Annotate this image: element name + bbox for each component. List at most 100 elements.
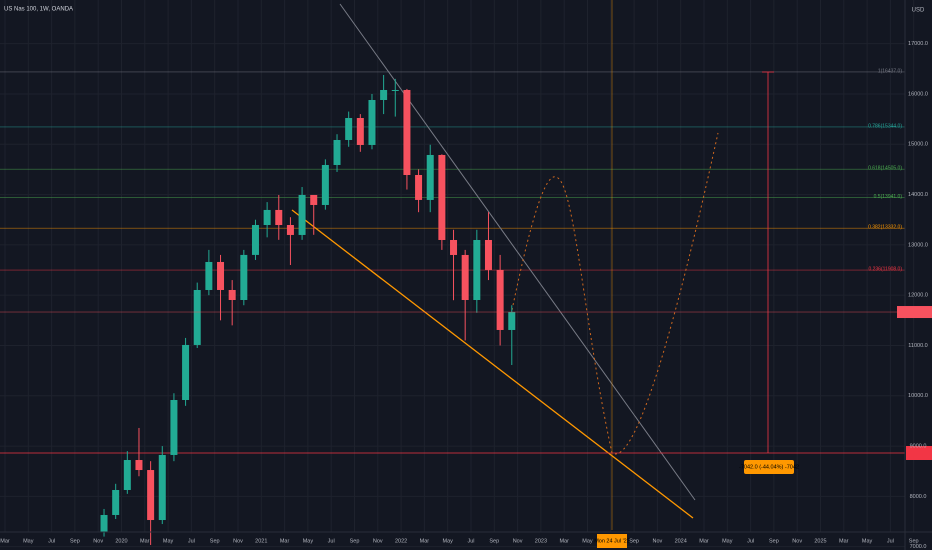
x-tick-label: May — [722, 538, 733, 544]
candle-body — [484, 239, 492, 270]
y-tick-label: 10000.0 — [908, 393, 928, 399]
x-tick-label: Nov — [513, 538, 523, 544]
candle-body — [193, 289, 201, 345]
candle-body — [182, 344, 190, 400]
candle-body — [135, 460, 143, 471]
candle-body — [450, 239, 458, 255]
y-tick-label: 17000.0 — [908, 41, 928, 47]
candle-body — [170, 400, 178, 455]
candle-body — [112, 489, 120, 515]
measure-label: -7042.0 (-44.04%) -7042 — [739, 464, 799, 470]
candle-body — [321, 164, 329, 205]
y-tick-label: 9000.0 — [910, 444, 927, 450]
candle-body — [205, 261, 213, 290]
x-tick-label: Sep — [70, 538, 80, 544]
candle-body — [508, 312, 516, 330]
candle-body — [147, 470, 155, 521]
candle-body — [356, 118, 364, 145]
x-tick-label: Mar — [839, 538, 849, 544]
candle-body — [391, 89, 399, 91]
candle-body — [415, 175, 423, 200]
candle-body — [496, 269, 504, 330]
candle-body — [368, 100, 376, 145]
x-tick-label: 2020 — [115, 538, 127, 544]
y-tick-label: 11000.0 — [908, 343, 927, 349]
fib-label: 0.5(13941.0) — [874, 194, 903, 200]
fib-label: 0.786(15344.0) — [868, 123, 902, 129]
candle-body — [403, 89, 411, 175]
fib-label: 0.236(11908.0) — [868, 266, 902, 272]
x-tick-label: Sep — [769, 538, 779, 544]
x-tick-label: Mar — [140, 538, 150, 544]
candle-body — [240, 254, 248, 300]
x-tick-label: Nov — [233, 538, 243, 544]
currency-label: USD — [912, 8, 925, 14]
y-tick-label: 12000.0 — [908, 293, 928, 299]
candle-body — [333, 139, 341, 165]
x-tick-label: 2024 — [675, 538, 687, 544]
chart-title: US Nas 100, 1W, OANDA — [4, 7, 73, 13]
candle-body — [158, 454, 166, 521]
candle-body — [380, 89, 388, 100]
y-tick-label: 13000.0 — [908, 242, 928, 248]
candle-body — [310, 194, 318, 205]
candle-body — [298, 194, 306, 235]
x-tick-label: 2025 — [814, 538, 826, 544]
fib-label: 0.618(14505.0) — [868, 165, 902, 171]
x-tick-label: May — [862, 538, 873, 544]
cursor-label: Mon 24 Jul '23 — [594, 538, 630, 544]
projection-path — [511, 132, 719, 455]
x-tick-label: May — [443, 538, 454, 544]
y-tick-label: 16000.0 — [908, 91, 928, 97]
candle-body — [426, 154, 434, 200]
candle-body — [473, 239, 481, 300]
measure-box — [744, 460, 794, 474]
x-tick-label: May — [303, 538, 314, 544]
x-tick-label: Mar — [420, 538, 430, 544]
candle-body — [217, 261, 225, 290]
fib-label: 1(16437.0) — [878, 68, 903, 74]
x-tick-label: Sep — [350, 538, 360, 544]
x-tick-label: Sep — [210, 538, 220, 544]
x-tick-label: Jul — [747, 538, 754, 544]
x-tick-label: May — [23, 538, 34, 544]
cursor-box — [597, 534, 627, 548]
x-tick-label: 2023 — [535, 538, 547, 544]
candle-body — [100, 514, 108, 532]
y-tick-label: 7000.0 — [910, 544, 927, 550]
x-tick-label: Mar — [280, 538, 290, 544]
x-tick-label: Nov — [792, 538, 802, 544]
x-tick-label: Jul — [188, 538, 195, 544]
x-tick-label: Mar — [559, 538, 569, 544]
x-tick-label: Jul — [887, 538, 894, 544]
y-tick-label: 8000.0 — [910, 494, 927, 500]
candle-body — [228, 289, 236, 300]
x-tick-label: May — [163, 538, 174, 544]
y-tick-label: 15000.0 — [908, 142, 928, 148]
candle-body — [286, 225, 294, 235]
x-tick-label: Jul — [48, 538, 55, 544]
x-tick-label: Mar — [0, 538, 10, 544]
x-tick-label: Nov — [653, 538, 663, 544]
trend-line — [339, 3, 696, 501]
x-tick-label: Mar — [699, 538, 709, 544]
y-tick-label: 14000.0 — [908, 192, 928, 198]
x-tick-label: May — [582, 538, 593, 544]
x-tick-label: Sep — [489, 538, 499, 544]
support-line — [291, 209, 694, 519]
x-tick-label: 2022 — [395, 538, 407, 544]
candle-body — [345, 118, 353, 140]
target-price-box — [906, 446, 932, 460]
x-tick-label: Nov — [93, 538, 103, 544]
candle-body — [123, 460, 131, 490]
x-tick-label: Jul — [328, 538, 335, 544]
candle-body — [263, 209, 271, 225]
x-tick-label: Sep — [909, 538, 919, 544]
x-tick-label: Jul — [467, 538, 474, 544]
x-tick-label: 2021 — [255, 538, 267, 544]
x-tick-label: Sep — [629, 538, 639, 544]
candle-body — [438, 154, 446, 240]
last-price-box — [897, 306, 932, 319]
candle-body — [275, 209, 283, 225]
